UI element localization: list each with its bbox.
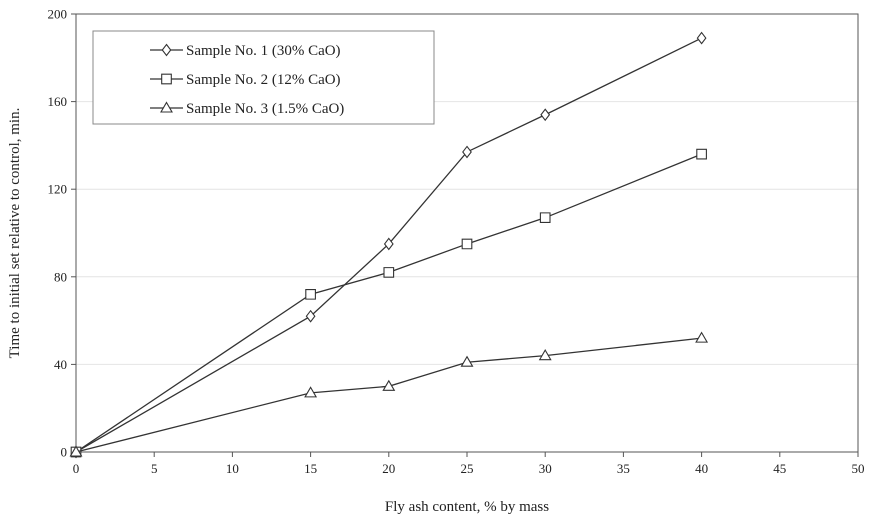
y-tick-label-2: 80 xyxy=(54,269,67,284)
y-axis-ticks: 0 40 80 120 160 200 xyxy=(48,7,76,460)
y-axis-label: Time to initial set relative to control,… xyxy=(7,108,23,359)
legend: Sample No. 1 (30% CaO) Sample No. 2 (12% … xyxy=(92,30,435,125)
legend-label-3: Sample No. 3 (1.5% CaO) xyxy=(186,101,344,117)
series-3-point-2 xyxy=(382,379,396,391)
x-tick-label-5: 25 xyxy=(461,461,474,476)
legend-box xyxy=(92,30,435,125)
y-tick-label-4: 160 xyxy=(48,94,68,109)
series-3 xyxy=(69,331,709,457)
x-tick-label-7: 35 xyxy=(617,461,630,476)
series-2 xyxy=(70,148,707,458)
x-tick-label-0: 0 xyxy=(73,461,80,476)
x-tick-label-9: 45 xyxy=(773,461,786,476)
x-tick-label-2: 10 xyxy=(226,461,239,476)
series-2-point-1 xyxy=(305,288,316,300)
series-1-point-4 xyxy=(540,108,551,122)
series-2-point-3 xyxy=(461,238,473,250)
legend-marker-2 xyxy=(161,73,172,85)
series-2-line xyxy=(75,153,702,453)
y-tick-label-1: 40 xyxy=(54,357,67,372)
series-1-point-1 xyxy=(305,309,316,323)
series-3-point-1 xyxy=(304,386,318,398)
gridlines xyxy=(76,101,858,365)
legend-marker-1 xyxy=(161,43,172,57)
series-3-point-4 xyxy=(538,349,552,361)
legend-entry-2: Sample No. 2 (12% CaO) xyxy=(150,72,341,88)
y-tick-label-5: 200 xyxy=(48,7,68,22)
x-tick-label-6: 30 xyxy=(539,461,552,476)
y-tick-label-0: 0 xyxy=(61,445,68,460)
series-2-point-5 xyxy=(696,148,707,160)
series-3-point-5 xyxy=(695,331,709,343)
x-tick-label-1: 5 xyxy=(151,461,158,476)
x-tick-label-8: 40 xyxy=(695,461,708,476)
legend-label-1: Sample No. 1 (30% CaO) xyxy=(186,43,341,59)
legend-entry-1: Sample No. 1 (30% CaO) xyxy=(150,43,341,59)
series-3-point-0 xyxy=(69,445,83,457)
series-1-point-2 xyxy=(383,237,394,251)
legend-marker-3 xyxy=(160,101,173,113)
x-tick-label-10: 50 xyxy=(852,461,865,476)
legend-label-2: Sample No. 2 (12% CaO) xyxy=(186,72,341,88)
x-axis-label: Fly ash content, % by mass xyxy=(385,499,549,515)
series-3-point-3 xyxy=(460,355,474,367)
series-1-point-5 xyxy=(696,31,707,45)
x-tick-label-3: 15 xyxy=(304,461,317,476)
series-2-point-2 xyxy=(383,267,395,278)
series-3-line xyxy=(75,337,702,453)
legend-entry-3: Sample No. 3 (1.5% CaO) xyxy=(150,101,344,117)
x-tick-label-4: 20 xyxy=(382,461,395,476)
series-1-line xyxy=(75,37,702,453)
series-group xyxy=(69,31,709,459)
series-2-point-4 xyxy=(539,212,551,224)
y-tick-label-3: 120 xyxy=(48,182,68,197)
x-axis-ticks: 0 5 10 15 20 25 30 35 40 45 50 xyxy=(73,452,865,476)
series-1-point-3 xyxy=(462,145,472,159)
